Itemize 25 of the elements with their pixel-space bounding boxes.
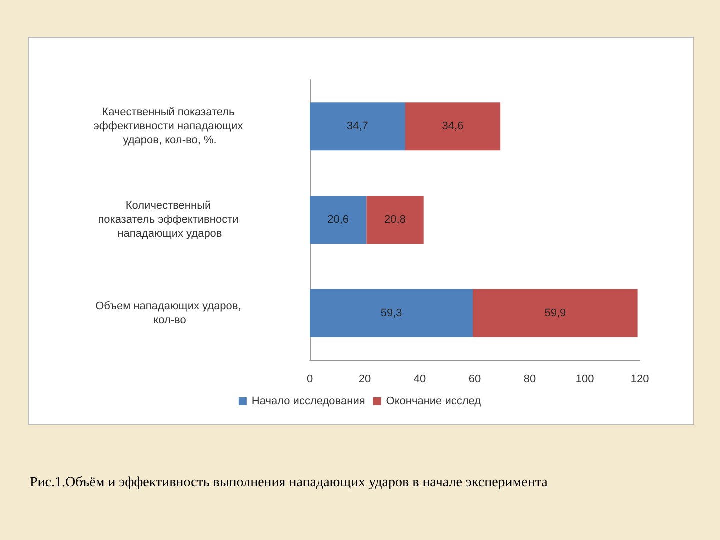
x-tick-label: 80 (524, 374, 536, 386)
x-tick-label: 100 (576, 374, 594, 386)
x-tick-label: 0 (306, 374, 314, 386)
data-label: 59,3 (380, 307, 402, 320)
x-tick-label: 40 (414, 374, 426, 386)
data-label: 20,8 (384, 214, 406, 226)
x-tick-label: 120 (630, 374, 650, 386)
bar (366, 196, 424, 244)
legend-label: Начало исследования (252, 396, 366, 408)
y-tick-label: Объем нападающих ударов, кол-во (96, 300, 244, 326)
bar (310, 289, 474, 338)
data-label: 59,9 (544, 307, 566, 320)
y-tick-label: Качественный показатель эффективности нападающих ударов, кол-во, %. (94, 106, 246, 147)
bar (310, 196, 367, 244)
bar (310, 102, 406, 151)
data-label: 34,7 (347, 120, 368, 133)
x-tick-label: 60 (468, 374, 482, 386)
legend-label: Окончание исслед (386, 396, 482, 408)
x-tick-label: 20 (358, 374, 372, 386)
bar (405, 102, 501, 151)
bar (473, 289, 638, 338)
y-tick-label: Количественный показатель эффективности нападающих ударов (98, 200, 242, 240)
data-label: 34,6 (442, 120, 464, 133)
data-label: 20,6 (328, 214, 350, 226)
text: Рис.1.Объём и эффективность выполнения нападающих ударов в начале эксперимента (30, 476, 549, 490)
